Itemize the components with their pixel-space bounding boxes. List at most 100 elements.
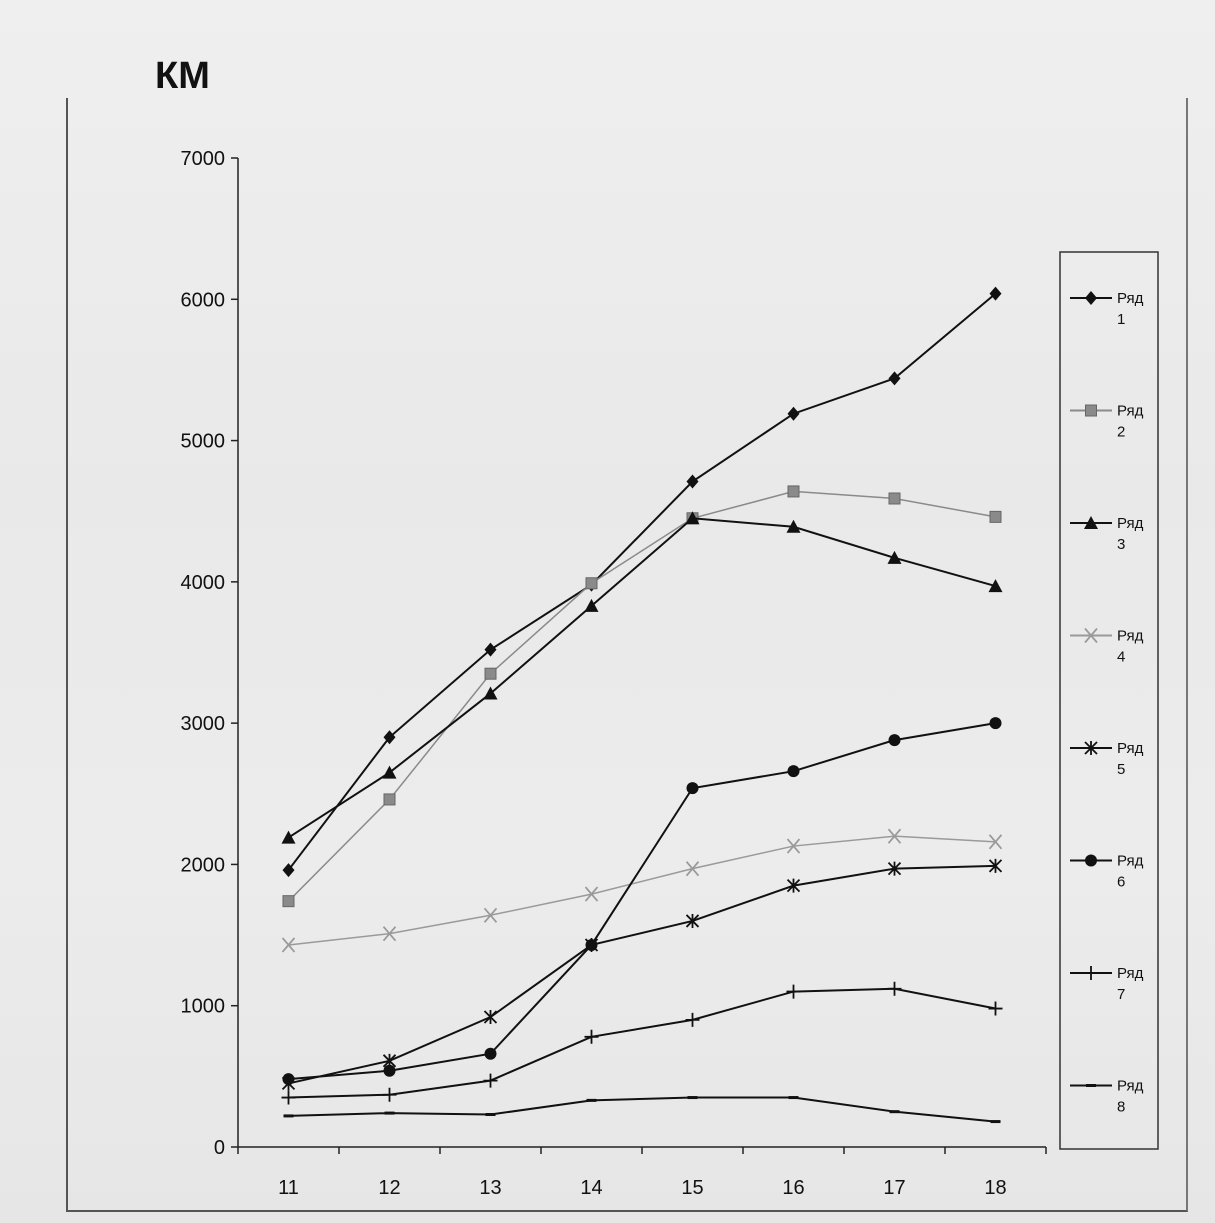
series-1 bbox=[283, 287, 1002, 877]
y-tick-label: 2000 bbox=[181, 854, 226, 876]
data-point bbox=[485, 668, 496, 679]
data-point bbox=[586, 578, 597, 589]
legend-label-number: 1 bbox=[1117, 311, 1125, 328]
data-point bbox=[485, 1048, 497, 1060]
legend-entry-8: Ряд 8 bbox=[1070, 1078, 1144, 1116]
data-point bbox=[990, 511, 1001, 522]
data-point bbox=[788, 407, 800, 421]
legend-label-number: 4 bbox=[1117, 649, 1125, 666]
data-point bbox=[284, 1114, 294, 1117]
legend-entry-3: Ряд 3 bbox=[1070, 515, 1144, 553]
data-point bbox=[889, 493, 900, 504]
legend-label: Ряд bbox=[1117, 1078, 1144, 1095]
series-line bbox=[289, 294, 996, 870]
data-point bbox=[990, 717, 1002, 729]
legend-label: Ряд bbox=[1117, 740, 1144, 757]
data-point bbox=[889, 371, 901, 385]
legend-label-number: 5 bbox=[1117, 761, 1125, 778]
data-point bbox=[282, 1091, 296, 1105]
data-point bbox=[789, 1096, 799, 1099]
series-5 bbox=[283, 859, 1002, 1091]
series-8 bbox=[284, 1096, 1001, 1123]
data-point bbox=[586, 887, 598, 901]
data-point bbox=[787, 985, 801, 999]
data-point bbox=[384, 794, 395, 805]
y-tick-label: 0 bbox=[214, 1137, 225, 1159]
legend-label: Ряд bbox=[1117, 290, 1144, 307]
data-point bbox=[283, 896, 294, 907]
data-point bbox=[889, 734, 901, 746]
legend-entry-4: Ряд 4 bbox=[1070, 628, 1144, 666]
legend-label: Ряд bbox=[1117, 965, 1144, 982]
series-line bbox=[289, 866, 996, 1084]
data-point bbox=[890, 1110, 900, 1113]
data-point bbox=[385, 1112, 395, 1115]
series-7 bbox=[282, 982, 1003, 1105]
y-tick-label: 5000 bbox=[181, 431, 226, 453]
series-line bbox=[289, 1098, 996, 1122]
series-line bbox=[289, 518, 996, 837]
legend-marker bbox=[1085, 291, 1097, 305]
legend-label-number: 7 bbox=[1117, 986, 1125, 1003]
legend-label: Ряд bbox=[1117, 403, 1144, 420]
data-point bbox=[687, 862, 699, 876]
y-tick-label: 6000 bbox=[181, 289, 226, 311]
legend-label-number: 3 bbox=[1117, 536, 1125, 553]
data-point bbox=[484, 1074, 498, 1088]
data-point bbox=[688, 1096, 698, 1099]
legend-label-number: 2 bbox=[1117, 424, 1125, 441]
x-tick-label: 12 bbox=[378, 1177, 400, 1199]
data-point bbox=[788, 765, 800, 777]
y-tick-label: 1000 bbox=[181, 996, 226, 1018]
data-point bbox=[585, 1030, 599, 1044]
x-tick-label: 15 bbox=[681, 1177, 703, 1199]
legend-marker bbox=[1086, 405, 1097, 416]
x-tick-label: 14 bbox=[580, 1177, 602, 1199]
data-point bbox=[486, 1113, 496, 1116]
data-point bbox=[686, 1013, 700, 1027]
legend-label: Ряд bbox=[1117, 515, 1144, 532]
data-point bbox=[888, 982, 902, 996]
data-point bbox=[587, 1099, 597, 1102]
legend-label: Ряд bbox=[1117, 853, 1144, 870]
legend-marker bbox=[1086, 1084, 1096, 1087]
data-point bbox=[990, 287, 1002, 301]
series-line bbox=[289, 989, 996, 1098]
legend-box bbox=[1060, 252, 1158, 1149]
y-axis-unit-label: КМ bbox=[155, 55, 210, 97]
legend-marker bbox=[1085, 855, 1097, 867]
series-2 bbox=[283, 486, 1001, 907]
series-line bbox=[289, 491, 996, 901]
x-tick-label: 17 bbox=[883, 1177, 905, 1199]
legend-entry-5: Ряд 5 bbox=[1070, 740, 1144, 778]
legend-label-number: 8 bbox=[1117, 1099, 1125, 1116]
y-tick-label: 3000 bbox=[181, 713, 226, 735]
data-point bbox=[282, 831, 296, 844]
data-point bbox=[788, 486, 799, 497]
legend-entry-2: Ряд 2 bbox=[1070, 403, 1144, 441]
data-point bbox=[586, 939, 598, 951]
data-point bbox=[485, 1010, 497, 1024]
chart-axes: 0 1000 2000 3000 4000 5000 6000 7000 11 12 13 14 15 1… bbox=[181, 148, 1047, 1199]
data-point bbox=[384, 1065, 396, 1077]
data-point bbox=[991, 1120, 1001, 1123]
data-point bbox=[989, 1002, 1003, 1016]
legend-label-number: 6 bbox=[1117, 874, 1125, 891]
data-point bbox=[485, 908, 497, 922]
x-tick-label: 18 bbox=[984, 1177, 1006, 1199]
data-point bbox=[687, 782, 699, 794]
series-layer bbox=[282, 287, 1003, 1123]
legend-entry-7: Ряд 7 bbox=[1070, 965, 1144, 1003]
x-tick-label: 11 bbox=[278, 1177, 299, 1199]
y-tick-label: 4000 bbox=[181, 572, 226, 594]
legend-entry-6: Ряд 6 bbox=[1070, 853, 1144, 891]
x-tick-label: 13 bbox=[479, 1177, 501, 1199]
y-tick-label: 7000 bbox=[181, 148, 226, 170]
x-tick-label: 16 bbox=[782, 1177, 804, 1199]
data-point bbox=[283, 1073, 295, 1085]
data-point bbox=[383, 1088, 397, 1102]
legend-entry-1: Ряд 1 bbox=[1070, 290, 1144, 328]
legend-marker bbox=[1084, 966, 1098, 980]
legend-label: Ряд bbox=[1117, 628, 1144, 645]
